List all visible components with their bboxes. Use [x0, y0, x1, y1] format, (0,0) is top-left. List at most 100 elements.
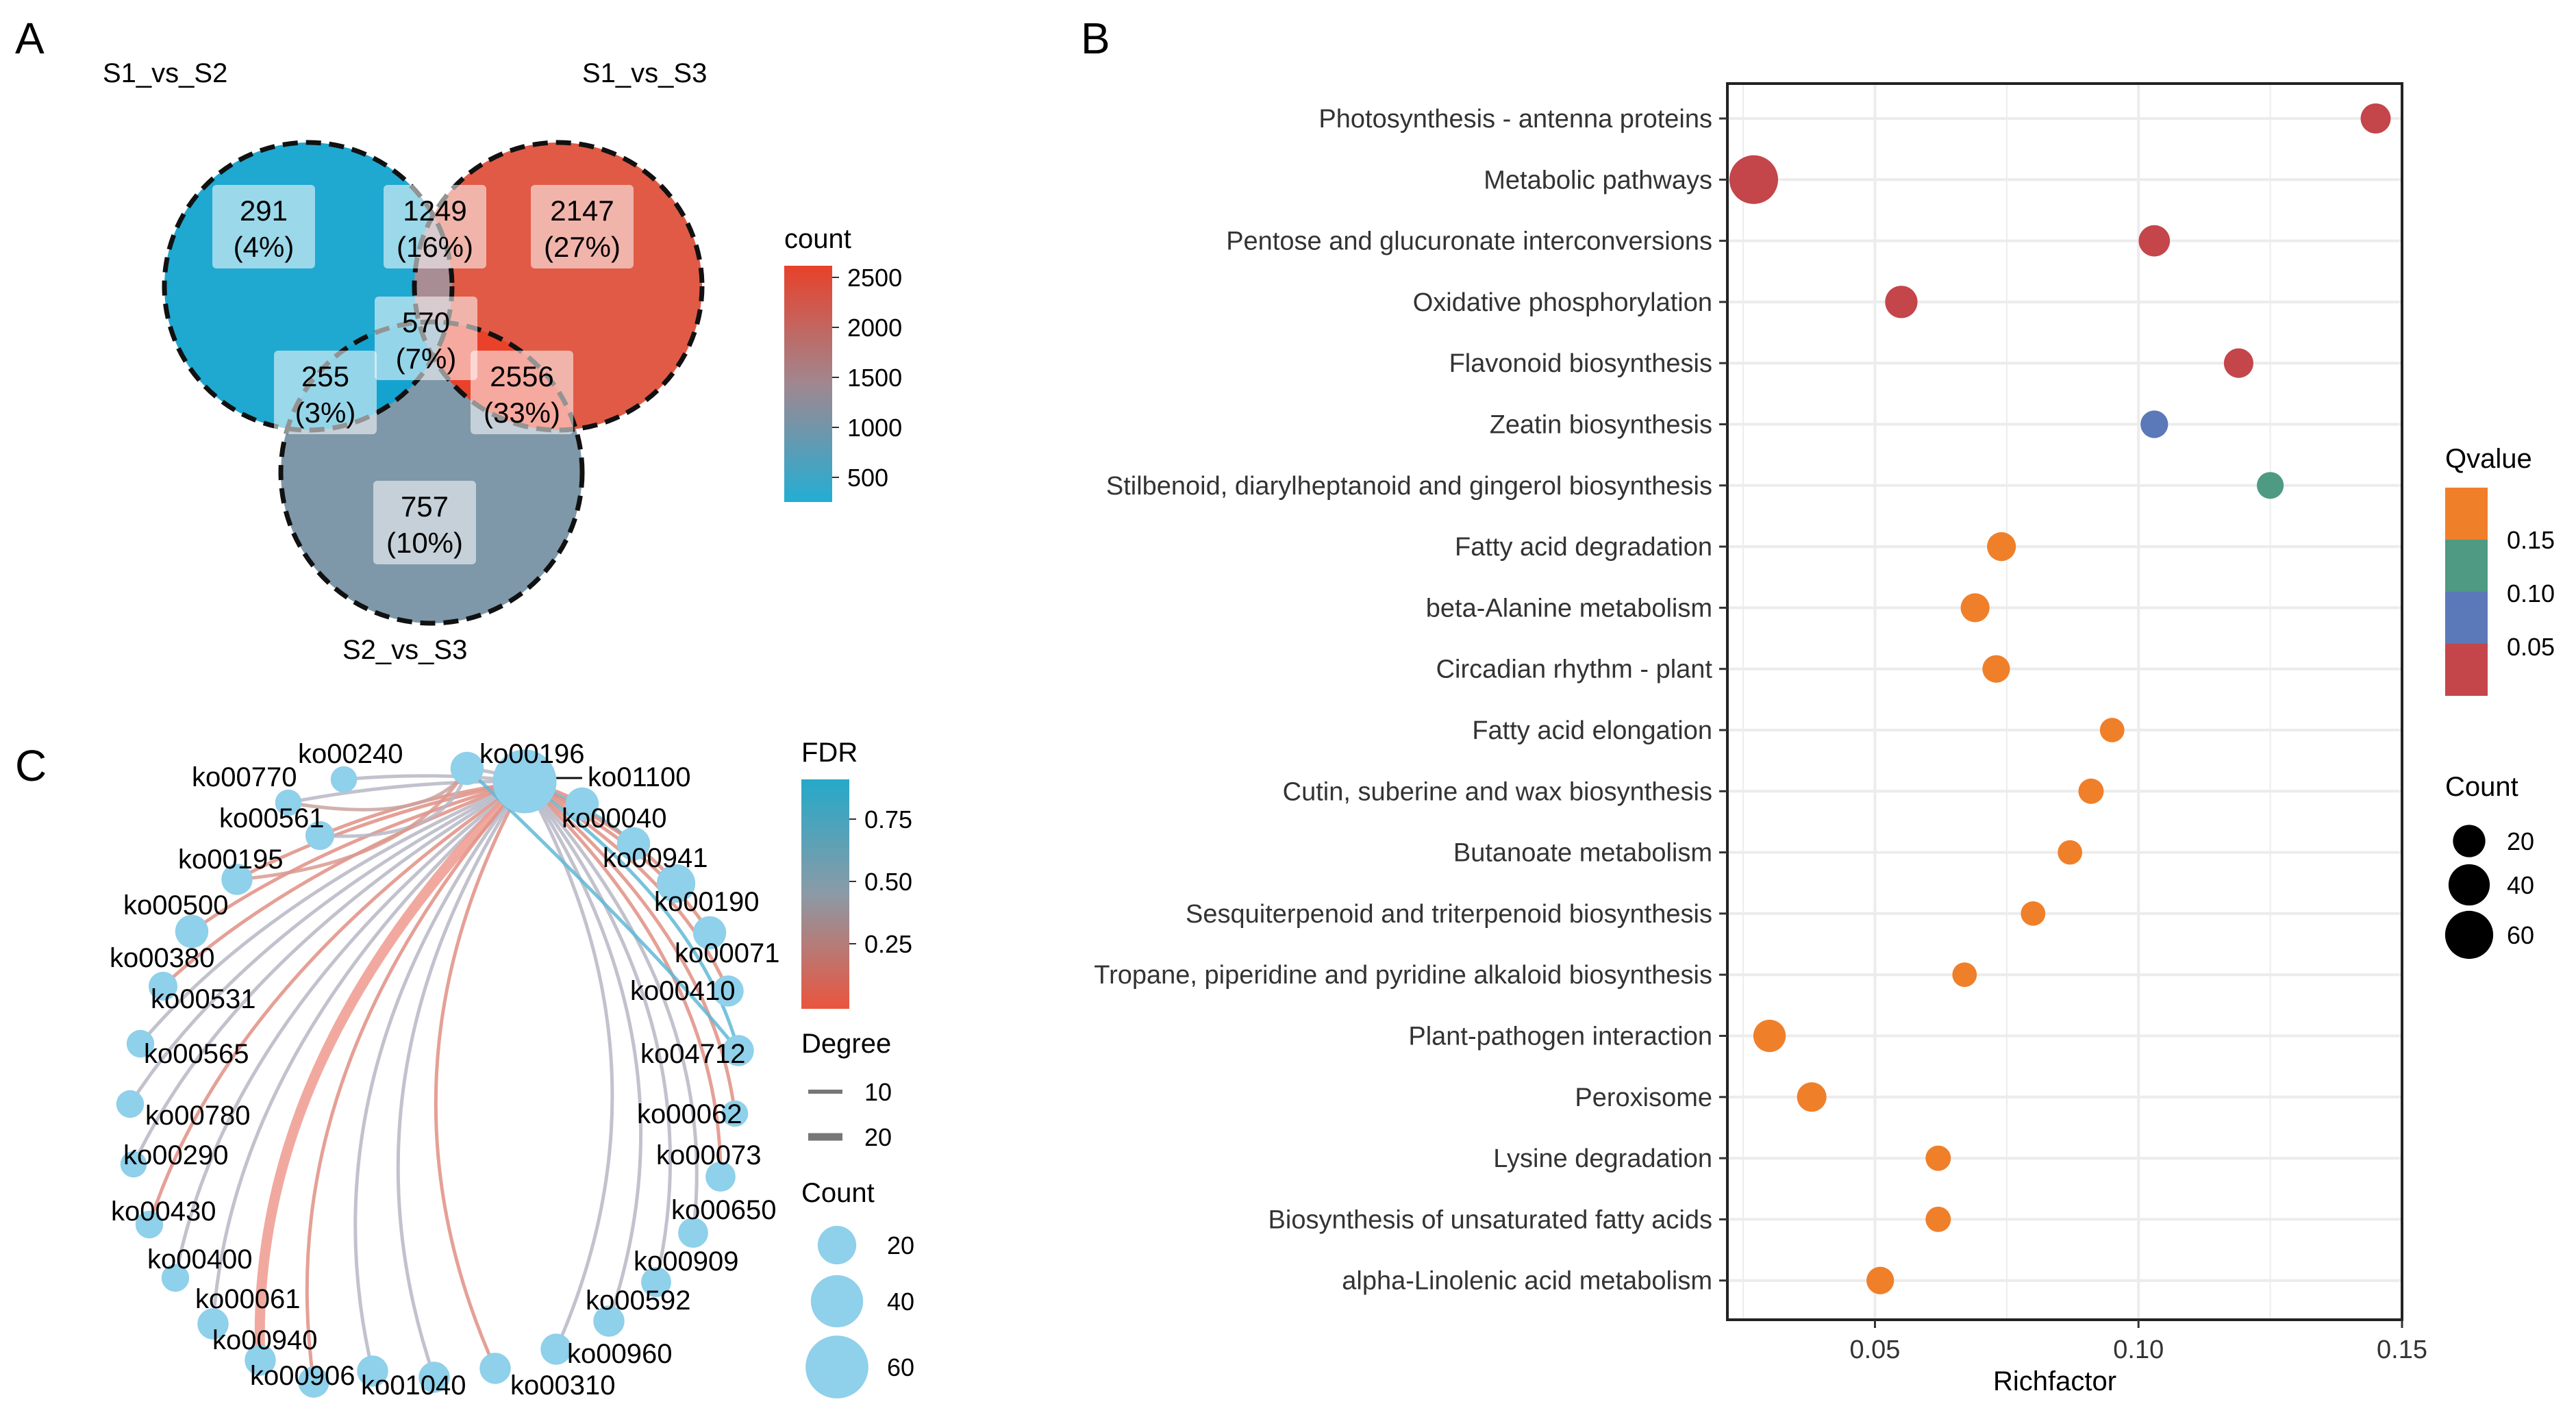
venn-outline-1	[162, 140, 455, 433]
venn-pct-only12: (4%)	[234, 231, 295, 263]
node-ko00565	[116, 1090, 145, 1118]
node-label-ko00061: ko00061	[195, 1284, 300, 1314]
venn-outline-2	[412, 140, 705, 433]
fdr-legend-colorbar	[801, 779, 849, 1009]
count-legend-c-dot-20	[817, 1225, 857, 1265]
node-label-ko00190: ko00190	[654, 887, 759, 917]
edge-ko00062	[523, 780, 737, 1114]
count-legend-c-label-60: 60	[887, 1353, 914, 1381]
node-ko00430	[161, 1264, 190, 1292]
degree-legend-label-10: 10	[864, 1078, 892, 1106]
plot-panel-background	[1727, 84, 2402, 1320]
node-ko00531	[126, 1029, 155, 1058]
venn-legend-title: count	[784, 224, 851, 254]
y-label-19: alpha-Linolenic acid metabolism	[1342, 1267, 1712, 1296]
venn-legend-tick-1000: 1000	[847, 414, 902, 442]
degree-legend: Degree 10 20	[801, 1029, 892, 1151]
dot-19	[1866, 1266, 1895, 1294]
node-ko00290	[135, 1210, 164, 1239]
venn-set-label-3: S2_vs_S3	[342, 635, 467, 665]
dot-7	[1987, 532, 2016, 562]
edge-ko00650	[523, 780, 699, 1233]
edge-ko00592	[523, 780, 643, 1322]
qvalue-legend-tick-0.15: 0.15	[2507, 526, 2555, 554]
node-label-ko00290: ko00290	[123, 1140, 228, 1170]
node-ko00190	[656, 864, 696, 903]
count-legend-b-dot-20	[2453, 825, 2486, 857]
x-tick-label-0.10: 0.10	[2113, 1336, 2164, 1364]
node-label-ko00531: ko00531	[151, 984, 255, 1014]
node-label-ko00310: ko00310	[510, 1370, 615, 1401]
node-label-ko00565: ko00565	[144, 1039, 249, 1069]
degree-legend-title: Degree	[801, 1029, 891, 1059]
node-ko00561	[305, 820, 335, 851]
y-label-12: Butanoate metabolism	[1453, 839, 1712, 868]
plot-panel-border	[1726, 82, 2403, 1321]
node-ko00906	[357, 1355, 388, 1387]
y-label-5: Zeatin biosynthesis	[1490, 411, 1712, 440]
edge-ko01040	[396, 780, 527, 1378]
node-label-ko00196: ko00196	[479, 739, 584, 769]
node-label-ko04712: ko04712	[640, 1039, 745, 1069]
node-label-ko01040: ko01040	[361, 1370, 466, 1401]
dot-15	[1753, 1019, 1786, 1053]
venn-count-12and13: 1249	[403, 195, 466, 227]
dot-0	[2360, 103, 2391, 134]
dot-10	[2099, 718, 2125, 742]
node-label-ko00780: ko00780	[145, 1101, 250, 1131]
venn-count-only23: 757	[401, 490, 449, 523]
count-legend-b-label-60: 60	[2507, 921, 2534, 949]
kegg-dot-plot: Photosynthesis - antenna proteins Metabol…	[1094, 82, 2427, 1396]
count-legend-b: Count 20 40 60	[2444, 772, 2534, 960]
edge-ko00061	[254, 777, 529, 1361]
edge-ko00565	[128, 779, 526, 1105]
fdr-legend-tick-0.25: 0.25	[864, 930, 912, 958]
dot-11	[2078, 778, 2104, 804]
node-ko00240	[330, 766, 358, 793]
node-label-ko00430: ko00430	[111, 1196, 216, 1227]
venn-region-labels: 291 (4%) 1249 (16%) 2147 (27%) 570 (7%) 255 (3%) 2…	[212, 185, 634, 564]
dot-17	[1925, 1145, 1951, 1171]
dot-1	[1729, 155, 1779, 204]
node-ko00650	[678, 1218, 708, 1248]
fdr-legend-tick-0.50: 0.50	[864, 868, 912, 896]
dot-5	[2140, 410, 2168, 438]
count-legend-b-label-40: 40	[2507, 871, 2534, 899]
dot-13	[2021, 901, 2046, 926]
y-label-1: Metabolic pathways	[1484, 166, 1712, 195]
venn-count-13and23: 2556	[490, 360, 553, 392]
dot-16	[1797, 1082, 1827, 1112]
count-legend-b-dot-40	[2448, 864, 2490, 906]
count-legend-b-label-20: 20	[2507, 827, 2534, 855]
node-label-ko00400: ko00400	[147, 1244, 252, 1275]
count-legend-b-dot-60	[2444, 910, 2494, 960]
dot-3	[1885, 286, 1918, 318]
y-label-0: Photosynthesis - antenna proteins	[1318, 105, 1712, 134]
node-label-ko00410: ko00410	[630, 976, 735, 1006]
node-ko00941	[616, 827, 651, 861]
edge-ko00400	[211, 780, 526, 1325]
dot-8	[1960, 593, 1990, 623]
node-ko00073	[705, 1162, 736, 1192]
venn-diagram: 291 (4%) 1249 (16%) 2147 (27%) 570 (7%) 255 (3%) 2…	[103, 58, 707, 665]
fdr-legend-title: FDR	[801, 738, 858, 768]
node-ko00195	[221, 864, 253, 895]
count-legend-c-dot-60	[805, 1336, 868, 1399]
edge-ko00500	[190, 779, 525, 933]
venn-count-only13: 2147	[550, 195, 614, 227]
dot-9	[1982, 655, 2010, 683]
dot-12	[2058, 840, 2083, 865]
dot-18	[1925, 1206, 1951, 1232]
node-label-ko00650: ko00650	[671, 1195, 776, 1225]
node-ko00592	[593, 1305, 625, 1337]
edge-ko00770	[288, 779, 525, 805]
y-label-16: Peroxisome	[1575, 1083, 1712, 1112]
node-ko01040	[418, 1362, 450, 1393]
node-ko00040	[565, 787, 599, 821]
node-ko00500	[175, 914, 209, 949]
y-label-14: Tropane, piperidine and pyridine alkaloi…	[1094, 961, 1712, 990]
venn-label-box-only13	[531, 185, 634, 268]
node-label-ko00380: ko00380	[110, 943, 214, 973]
node-ko00062	[721, 1100, 749, 1127]
